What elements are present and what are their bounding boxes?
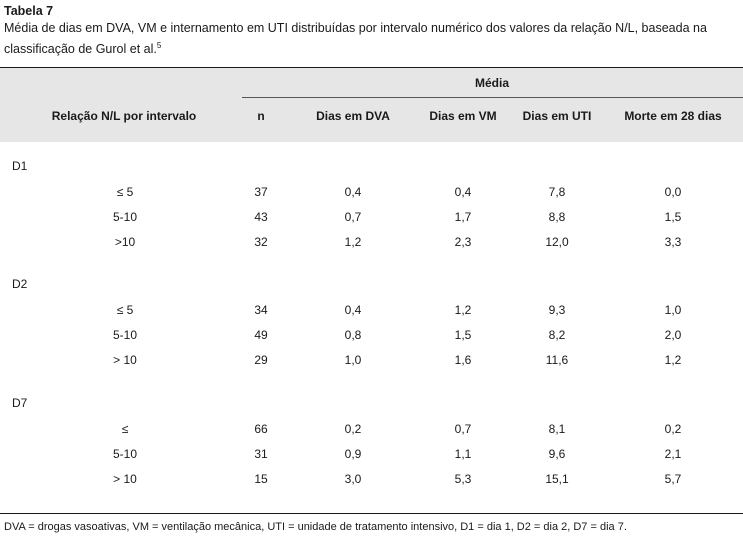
table-cell-g1-r1-c3: 1,5 — [454, 328, 472, 342]
table-cell-g2-r1-c1: 31 — [254, 447, 268, 461]
table-cell-g1-r2-c3: 1,6 — [454, 353, 472, 367]
table-cell-g2-r0-c5: 0,2 — [664, 422, 682, 436]
table-cell-g1-r0-c2: 0,4 — [344, 303, 362, 317]
column-header-uti: Dias em UTI — [522, 109, 592, 123]
table-cell-g0-r0-c3: 0,4 — [454, 185, 472, 199]
table-cell-g0-r2-c1: 32 — [254, 235, 268, 249]
table-title: Média de dias em DVA, VM e internamento … — [4, 19, 739, 58]
table-cell-g1-r0-c3: 1,2 — [454, 303, 472, 317]
table-top-rule — [0, 67, 743, 68]
reference-superscript: 5 — [156, 41, 162, 50]
table-cell-g0-r2-c5: 3,3 — [664, 235, 682, 249]
column-header-dva: Dias em DVA — [316, 109, 390, 123]
column-header-vm: Dias em VM — [429, 109, 497, 123]
table-cell-g2-r2-c3: 5,3 — [454, 472, 472, 486]
table-cell-g0-r2-c0: >10 — [114, 235, 136, 249]
group-label-0: D1 — [12, 159, 28, 173]
group-label-1: D2 — [12, 277, 28, 291]
group-header-rule — [242, 97, 743, 98]
table-cell-g1-r0-c0: ≤ 5 — [116, 303, 134, 317]
group-header-media: Média — [474, 76, 509, 90]
table-cell-g0-r1-c5: 1,5 — [664, 210, 682, 224]
table-cell-g2-r0-c4: 8,1 — [548, 422, 566, 436]
table-cell-g0-r1-c0: 5-10 — [112, 210, 138, 224]
table-cell-g1-r2-c1: 29 — [254, 353, 268, 367]
table-title-text: Média de dias em DVA, VM e internamento … — [4, 21, 707, 56]
table-cell-g1-r0-c5: 1,0 — [664, 303, 682, 317]
table-cell-g1-r1-c4: 8,2 — [548, 328, 566, 342]
table-cell-g1-r1-c1: 49 — [254, 328, 268, 342]
table-cell-g2-r1-c2: 0,9 — [344, 447, 362, 461]
table-cell-g2-r2-c1: 15 — [254, 472, 268, 486]
table-cell-g1-r2-c4: 11,6 — [545, 353, 569, 367]
column-header-ratio: Relação N/L por intervalo — [51, 109, 197, 123]
table-cell-g0-r0-c4: 7,8 — [548, 185, 566, 199]
table-cell-g2-r0-c3: 0,7 — [454, 422, 472, 436]
table-header-band — [0, 67, 743, 142]
table-bottom-rule — [0, 513, 743, 514]
table-cell-g2-r2-c0: > 10 — [113, 472, 137, 486]
table-cell-g0-r1-c1: 43 — [254, 210, 268, 224]
table-cell-g2-r1-c5: 2,1 — [664, 447, 682, 461]
table-cell-g2-r2-c4: 15,1 — [545, 472, 569, 486]
column-header-death: Morte em 28 dias — [624, 109, 722, 123]
table-cell-g1-r0-c4: 9,3 — [548, 303, 566, 317]
table-cell-g0-r2-c4: 12,0 — [545, 235, 569, 249]
table-cell-g2-r1-c4: 9,6 — [548, 447, 566, 461]
table-cell-g0-r0-c1: 37 — [254, 185, 268, 199]
table-cell-g0-r0-c2: 0,4 — [344, 185, 362, 199]
table-cell-g0-r2-c2: 1,2 — [344, 235, 362, 249]
table-cell-g2-r2-c2: 3,0 — [344, 472, 362, 486]
data-table: Média Relação N/L por intervalo n Dias e… — [0, 67, 743, 515]
table-cell-g0-r0-c5: 0,0 — [664, 185, 682, 199]
table-cell-g0-r0-c0: ≤ 5 — [116, 185, 134, 199]
table-cell-g1-r1-c0: 5-10 — [112, 328, 138, 342]
table-cell-g1-r0-c1: 34 — [254, 303, 268, 317]
table-cell-g0-r1-c2: 0,7 — [344, 210, 362, 224]
table-cell-g1-r1-c5: 2,0 — [664, 328, 682, 342]
table-cell-g1-r2-c0: > 10 — [113, 353, 137, 367]
table-caption: Tabela 7 Média de dias em DVA, VM e inte… — [4, 3, 739, 58]
table-cell-g2-r0-c0: ≤ — [121, 422, 129, 436]
table-cell-g2-r2-c5: 5,7 — [664, 472, 682, 486]
table-cell-g2-r1-c3: 1,1 — [454, 447, 472, 461]
table-label: Tabela 7 — [4, 4, 54, 18]
column-header-n: n — [257, 109, 265, 123]
table-cell-g2-r0-c1: 66 — [254, 422, 268, 436]
table-cell-g0-r1-c4: 8,8 — [548, 210, 566, 224]
group-label-2: D7 — [12, 396, 28, 410]
table-cell-g1-r2-c5: 1,2 — [664, 353, 682, 367]
table-cell-g1-r2-c2: 1,0 — [344, 353, 362, 367]
table-cell-g2-r1-c0: 5-10 — [112, 447, 138, 461]
table-cell-g0-r1-c3: 1,7 — [454, 210, 472, 224]
table-footnote: DVA = drogas vasoativas, VM = ventilação… — [4, 521, 627, 533]
table-cell-g1-r1-c2: 0,8 — [344, 328, 362, 342]
table-cell-g0-r2-c3: 2,3 — [454, 235, 472, 249]
table-cell-g2-r0-c2: 0,2 — [344, 422, 362, 436]
